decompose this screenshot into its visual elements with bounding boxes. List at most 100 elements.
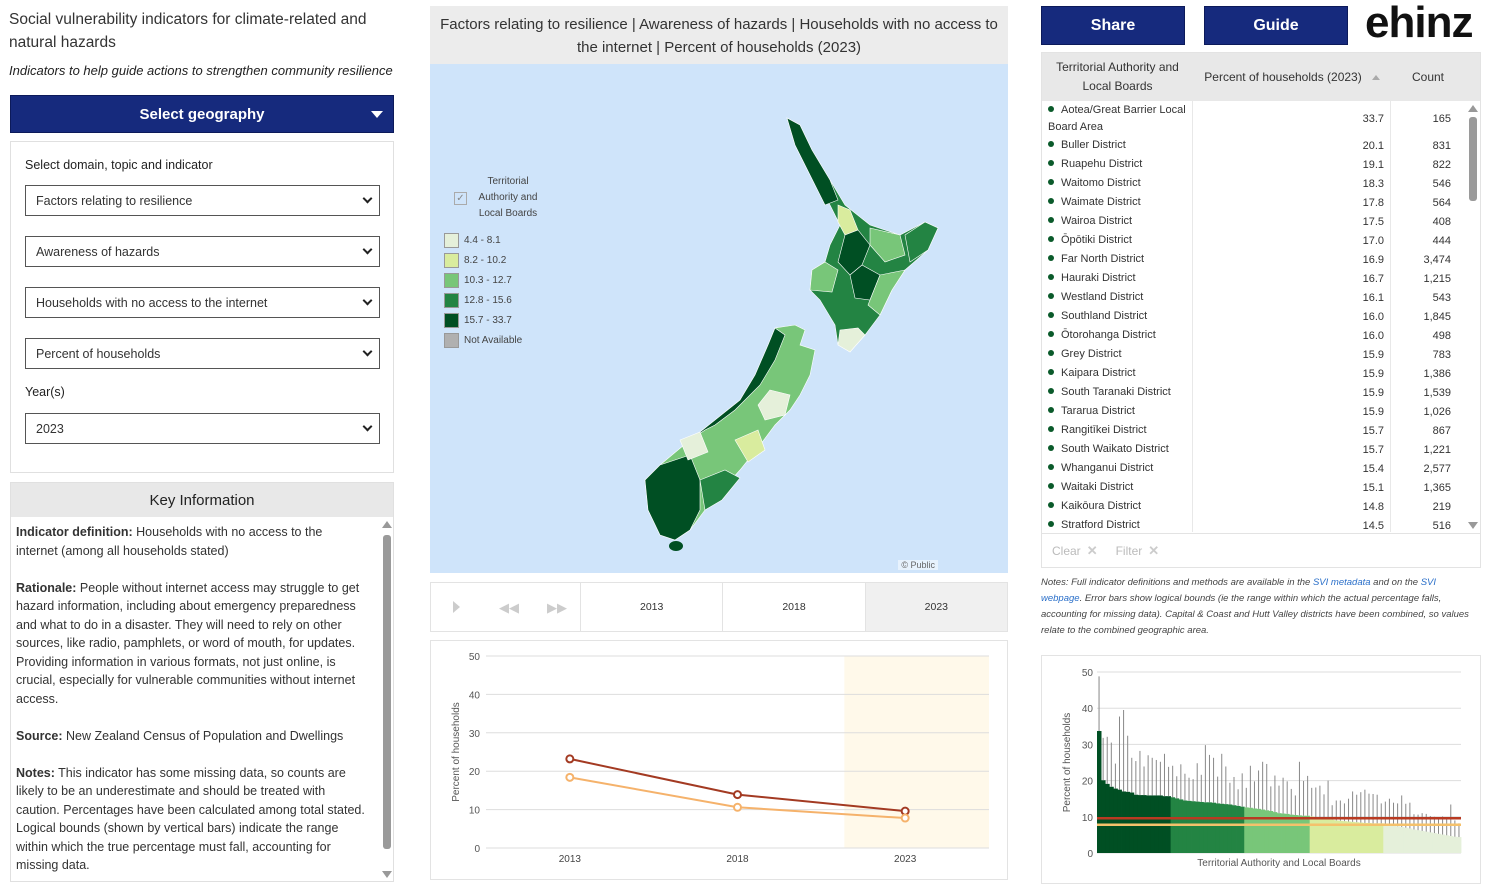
bar: [1281, 813, 1286, 853]
table-row[interactable]: Ōtorohanga District 16.0 498: [1042, 326, 1467, 345]
rewind-icon[interactable]: ◀◀: [499, 600, 519, 615]
table-row[interactable]: Whanganui District 15.4 2,577: [1042, 459, 1467, 478]
svi-webpage-link[interactable]: SVI webpage: [1041, 577, 1437, 604]
play-icon[interactable]: [453, 601, 460, 613]
y-tick-label: 20: [1082, 777, 1094, 788]
timeline-year-2023[interactable]: 2023: [865, 583, 1007, 631]
timeline-year-2018[interactable]: 2018: [723, 583, 866, 631]
region-otago[interactable]: [699, 469, 741, 511]
area-name: Ōpōtiki District: [1061, 234, 1132, 246]
percent-cell: 16.0: [1193, 326, 1391, 345]
count-cell: 564: [1432, 196, 1451, 209]
table-row[interactable]: Aotea/Great Barrier Local Board Area 33.7…: [1042, 101, 1467, 136]
table-row[interactable]: South Waikato District 15.7 1,221: [1042, 440, 1467, 459]
region-west-coast[interactable]: [689, 327, 786, 441]
table-row[interactable]: Ōpōtiki District 17.0 444: [1042, 231, 1467, 250]
select-geography-button[interactable]: Select geography: [10, 95, 394, 133]
table-row[interactable]: Hauraki District 16.7 1,215: [1042, 269, 1467, 288]
timeline-year-2013[interactable]: 2013: [581, 583, 724, 631]
region-taranaki[interactable]: [809, 261, 839, 293]
legend-item[interactable]: 4.4 - 8.1: [444, 230, 543, 250]
map-title: Factors relating to resilience | Awarene…: [430, 6, 1008, 64]
share-button[interactable]: Share: [1041, 6, 1185, 45]
table-row[interactable]: Buller District 20.1 831: [1042, 136, 1467, 155]
legend-item[interactable]: Not Available: [444, 330, 543, 350]
bar: [1321, 818, 1327, 853]
domain-select[interactable]: Factors relating to resilience: [25, 185, 380, 216]
bullet-icon: [1048, 141, 1054, 147]
table-row[interactable]: Grey District 15.9 783: [1042, 345, 1467, 364]
region-bop[interactable]: [869, 227, 906, 263]
notes: Notes: This indicator has some missing d…: [16, 764, 366, 875]
filter-button[interactable]: Filter ✕: [1116, 543, 1160, 559]
scroll-down-icon[interactable]: [382, 871, 392, 878]
table-row[interactable]: Kaipara District 15.9 1,386: [1042, 364, 1467, 383]
fast-forward-icon[interactable]: ▶▶: [547, 600, 567, 615]
notes-label: Notes:: [16, 765, 55, 780]
ehinz-logo[interactable]: ehinz: [1365, 0, 1473, 47]
bar: [1097, 731, 1102, 853]
region-queenstown[interactable]: [679, 431, 709, 461]
guide-button[interactable]: Guide: [1204, 6, 1348, 45]
bar: [1375, 823, 1380, 853]
region-gisborne[interactable]: [904, 221, 939, 263]
region-selwyn[interactable]: [734, 429, 766, 463]
caret-down-icon: [371, 111, 383, 118]
area-name: Waitaki District: [1061, 481, 1134, 493]
table-row[interactable]: Stratford District 14.5 516: [1042, 516, 1467, 532]
table-row[interactable]: Waitaki District 15.1 1,365: [1042, 478, 1467, 497]
bar: [1215, 803, 1221, 853]
region-hawkes-bay[interactable]: [867, 269, 906, 316]
footnotes: Notes: Full indicator definitions and me…: [1041, 575, 1479, 639]
indicator-select[interactable]: Households with no access to the interne…: [25, 287, 380, 318]
area-name: Far North District: [1061, 253, 1145, 265]
table-row[interactable]: South Taranaki District 15.9 1,539: [1042, 383, 1467, 402]
table-scrollbar[interactable]: [1469, 117, 1477, 201]
region-southland[interactable]: [644, 454, 701, 541]
region-wellington[interactable]: [837, 327, 866, 353]
topic-select[interactable]: Awareness of hazards: [25, 236, 380, 267]
column-header-count[interactable]: Count: [1411, 69, 1445, 84]
count-cell: 783: [1432, 348, 1451, 361]
svi-metadata-link[interactable]: SVI metadata: [1312, 577, 1371, 588]
table-row[interactable]: Ruapehu District 19.1 822: [1042, 155, 1467, 174]
table-row[interactable]: Waimate District 17.8 564: [1042, 193, 1467, 212]
bar: [1424, 831, 1429, 853]
region-canterbury[interactable]: [757, 389, 791, 421]
scroll-down-icon[interactable]: [1468, 522, 1478, 529]
table-row[interactable]: Kaikōura District 14.8 219: [1042, 497, 1467, 516]
measure-select[interactable]: Percent of households: [25, 338, 380, 369]
stewart-island[interactable]: [669, 541, 683, 551]
legend-item[interactable]: 15.7 - 33.7: [444, 310, 543, 330]
key-info-scrollbar[interactable]: [383, 535, 391, 849]
table-row[interactable]: Westland District 16.1 543: [1042, 288, 1467, 307]
table-row[interactable]: Southland District 16.0 1,845: [1042, 307, 1467, 326]
table-row[interactable]: Far North District 16.9 3,474: [1042, 250, 1467, 269]
legend-checkbox[interactable]: ✓: [454, 191, 467, 205]
table-row[interactable]: Tararua District 15.9 1,026: [1042, 402, 1467, 421]
bar: [1358, 822, 1364, 853]
legend-item[interactable]: 8.2 - 10.2: [444, 250, 543, 270]
bar: [1191, 801, 1196, 853]
definition-text: Households with no access to the interne…: [16, 525, 323, 558]
table-row[interactable]: Waitomo District 18.3 546: [1042, 174, 1467, 193]
table-row[interactable]: Wairoa District 17.5 408: [1042, 212, 1467, 231]
area-name: Westland District: [1061, 291, 1144, 303]
count-cell: 1,539: [1423, 386, 1451, 399]
scroll-up-icon[interactable]: [1468, 105, 1478, 112]
choropleth-map[interactable]: ✓ Territorial Authority and Local Boards…: [430, 64, 1008, 573]
bullet-icon: [1048, 274, 1054, 280]
column-header-percent[interactable]: Percent of households (2023): [1193, 53, 1391, 101]
nz-map[interactable]: [430, 64, 1008, 573]
table-row[interactable]: Rangitīkei District 15.7 867: [1042, 421, 1467, 440]
scroll-up-icon[interactable]: [382, 521, 392, 528]
column-header-area[interactable]: Territorial Authority and Local Boards: [1056, 60, 1179, 93]
region-northland[interactable]: [786, 117, 839, 206]
legend-item[interactable]: 12.8 - 15.6: [444, 290, 543, 310]
clear-button[interactable]: Clear ✕: [1052, 543, 1098, 559]
legend-item[interactable]: 10.3 - 12.7: [444, 270, 543, 290]
bar: [1272, 812, 1278, 853]
area-cell: Tararua District: [1042, 402, 1193, 421]
sort-ascending-icon[interactable]: [1371, 74, 1380, 80]
year-select[interactable]: 2023: [25, 413, 380, 444]
